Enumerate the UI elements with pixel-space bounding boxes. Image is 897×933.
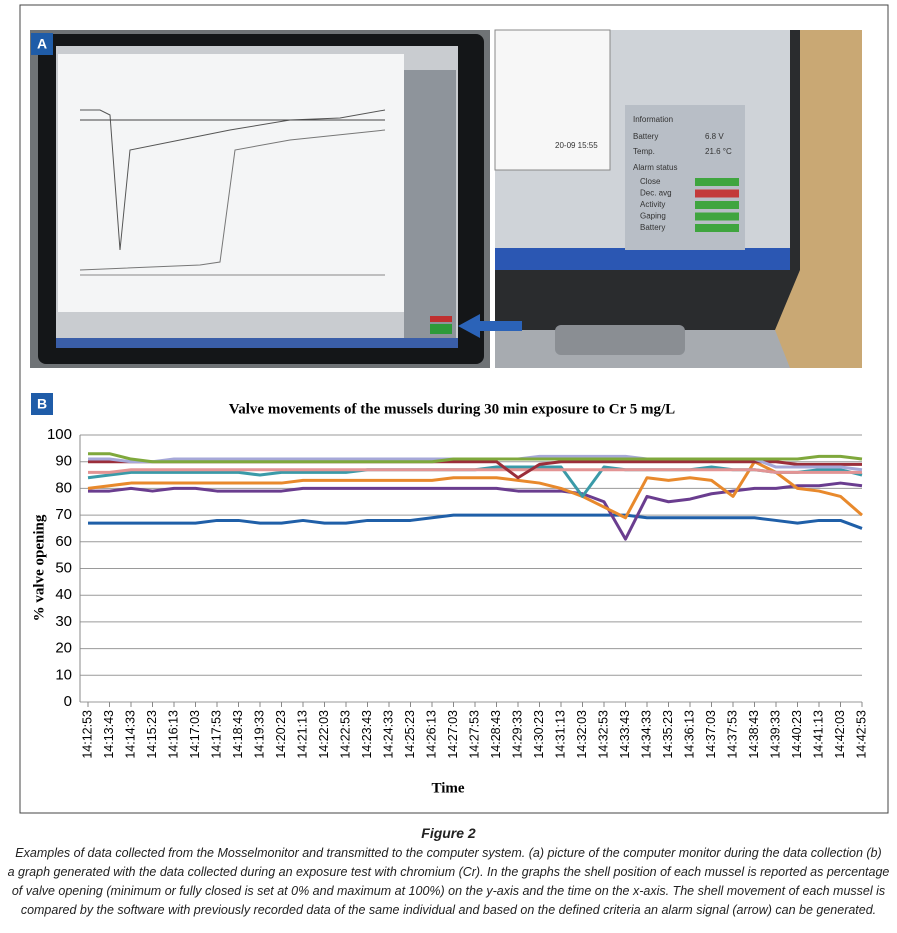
panel-label: A [37,36,47,52]
screen-alarm [430,316,452,322]
x-tick-label: 14:40:23 [790,710,804,759]
x-tick-label: 14:17:53 [209,710,223,759]
y-tick-label: 0 [64,693,72,710]
x-tick-label: 14:26:13 [424,710,438,759]
x-tick-label: 14:12:53 [80,710,94,759]
photo-text: 20-09 15:55 [555,141,598,150]
x-tick-label: 14:18:43 [231,710,245,759]
x-tick-label: 14:22:03 [317,710,331,759]
y-tick-label: 30 [55,613,72,630]
screen-taskbar [56,338,458,348]
x-tick-label: 14:21:13 [295,710,309,759]
series-line [88,468,862,474]
x-tick-label: 14:41:13 [811,710,825,759]
laptop-hinge [555,325,685,355]
x-tick-label: 14:38:43 [747,710,761,759]
x-tick-label: 14:28:43 [489,710,503,759]
x-tick-label: 14:34:33 [639,710,653,759]
x-tick-label: 14:35:23 [661,710,675,759]
series-line [88,481,863,541]
x-tick-label: 14:32:53 [596,710,610,759]
photo-text: Activity [640,200,665,209]
alarm-indicator [695,224,739,232]
alarm-indicator [695,189,739,198]
y-tick-label: 50 [55,559,72,576]
x-tick-label: 14:13:43 [102,710,116,759]
photo-text: Battery [640,223,665,232]
caption-line: a graph generated with the data collecte… [7,865,890,879]
panel-label-box [31,393,53,415]
x-tick-label: 14:42:53 [854,710,868,759]
x-tick-label: 14:37:03 [704,710,718,759]
screen-side-panel [404,70,456,342]
x-tick-label: 14:37:53 [725,710,739,759]
frame [19,4,889,814]
x-tick-label: 14:15:23 [145,710,159,759]
alarm-indicator [695,212,739,221]
arrow [458,314,522,338]
caption-line: compared by the software with previously… [20,903,877,917]
y-tick-label: 70 [55,506,72,523]
caption-title: Figure 2 [421,825,476,841]
screen-line [79,129,386,271]
x-tick-label: 14:17:03 [188,710,202,759]
x-tick-label: 14:23:43 [360,710,374,759]
x-tick-label: 14:30:23 [532,710,546,759]
screen-line [80,109,386,251]
alarm-indicator [695,201,739,209]
y-tick-label: 40 [55,586,72,603]
x-tick-label: 14:24:33 [381,710,395,759]
y-tick-label: 10 [55,666,72,683]
x-tick-label: 14:22:53 [338,710,352,759]
panel-label: B [37,396,47,412]
photo-text: 21.6 °C [705,147,732,156]
x-tick-label: 14:33:43 [618,710,632,759]
screen-alarm [430,324,452,334]
y-tick-label: 90 [55,453,72,470]
photo-text: 6.8 V [705,132,724,141]
x-tick-label: 14:39:33 [768,710,782,759]
series-line [87,460,863,520]
photo-text: Close [640,177,661,186]
x-tick-label: 14:42:03 [833,710,847,759]
alarm-indicator [695,178,739,186]
x-axis-label: Time [431,780,464,796]
photo-text: Information [633,115,673,124]
photo-text: Alarm status [633,163,677,172]
caption-line: of valve opening (minimum or fully close… [11,884,886,898]
caption-line: Examples of data collected from the Moss… [15,846,882,860]
x-tick-label: 14:32:03 [575,710,589,759]
y-tick-label: 100 [47,426,72,443]
x-tick-label: 14:29:33 [510,710,524,759]
x-tick-label: 14:36:13 [682,710,696,759]
y-tick-label: 80 [55,479,72,496]
photo-text: Gaping [640,212,666,221]
series-line [88,513,863,530]
x-tick-label: 14:25:23 [403,710,417,759]
photo-text: Temp. [633,147,655,156]
screen-chart [494,29,611,171]
x-tick-label: 14:14:33 [123,710,137,759]
panel-label-box [31,33,53,55]
x-tick-label: 14:31:13 [553,710,567,759]
y-tick-label: 20 [55,640,72,657]
y-axis-label: % valve opening [31,514,47,621]
x-tick-label: 14:20:23 [274,710,288,759]
photo-text: Dec. avg [640,189,672,198]
screen-taskbar [495,248,790,270]
y-tick-label: 60 [55,533,72,550]
x-tick-label: 14:16:13 [166,710,180,759]
photo-text: Battery [633,132,658,141]
figure-panels: A B Valve movements of the mussels durin… [19,4,889,814]
x-tick-label: 14:27:53 [467,710,481,759]
series-line [88,452,863,464]
x-tick-label: 14:27:03 [446,710,460,759]
x-tick-label: 14:19:33 [252,710,266,759]
chart-title: Valve movements of the mussels during 30… [229,401,675,417]
